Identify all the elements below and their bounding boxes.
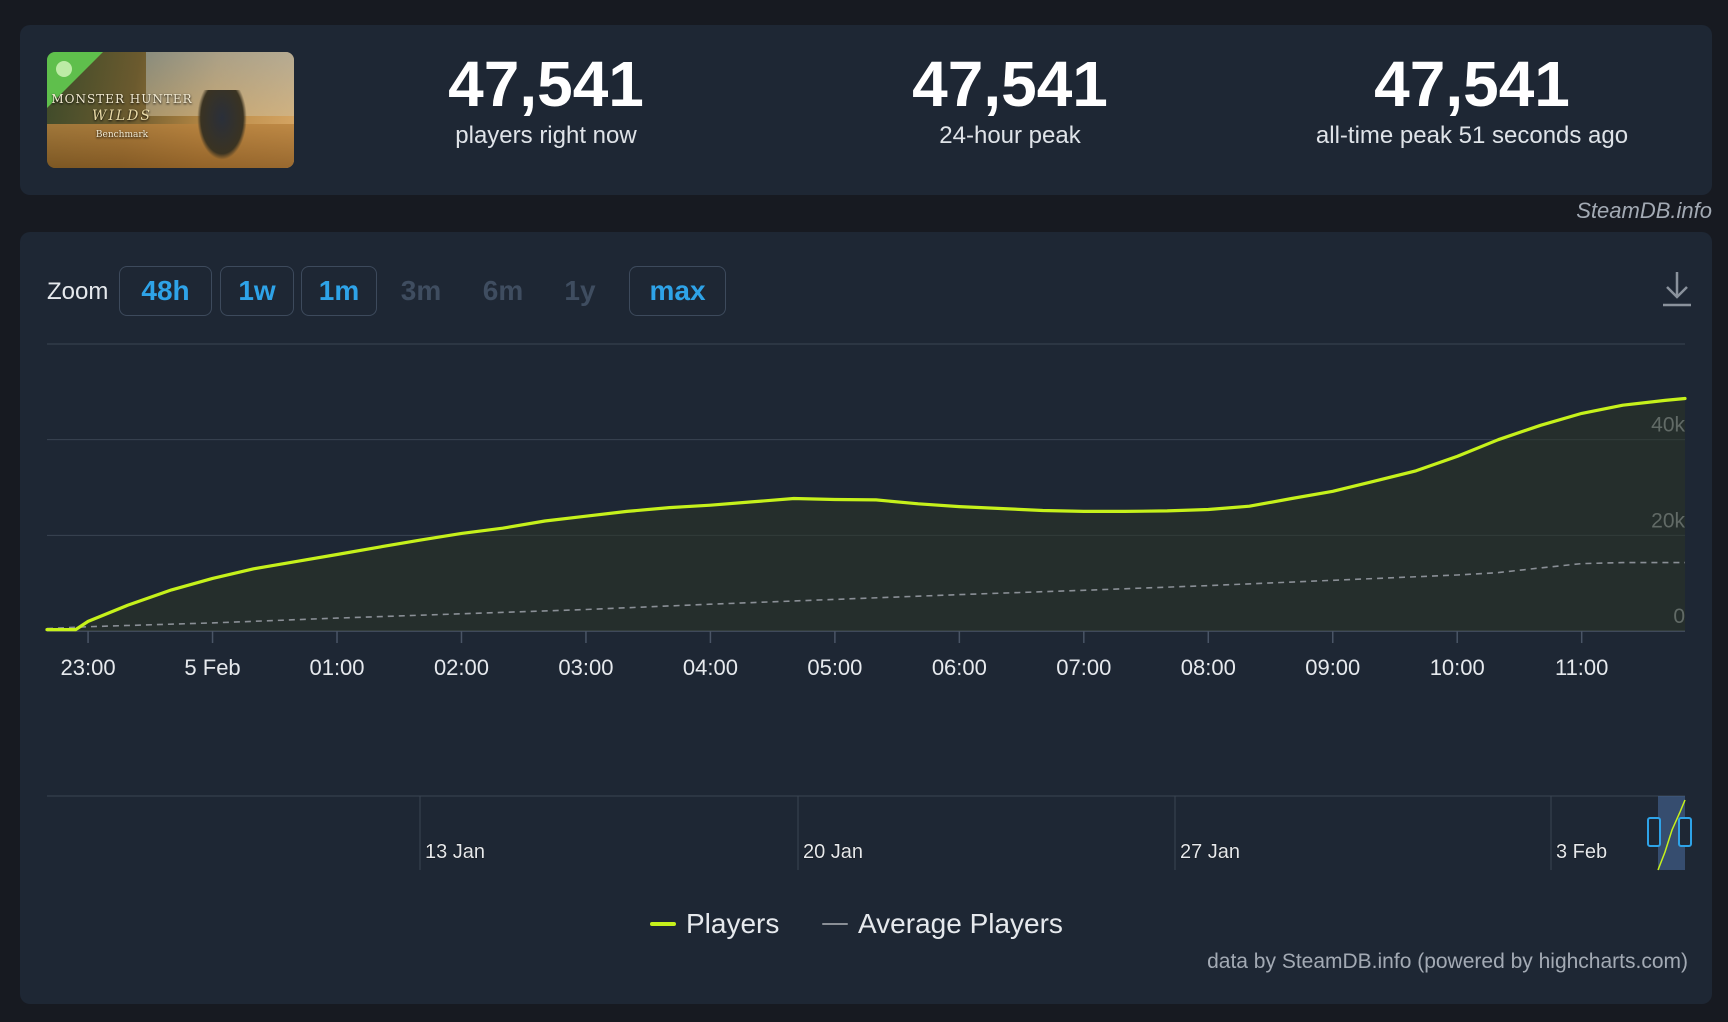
steam-deck-icon xyxy=(56,61,72,77)
x-tick-label: 02:00 xyxy=(434,655,489,680)
series-line-average-players xyxy=(46,561,1685,630)
game-thumbnail[interactable]: MONSTER HUNTER WILDS Benchmark xyxy=(47,52,294,168)
legend-item-average-players[interactable]: Average Players xyxy=(822,904,1063,944)
x-tick-label: 5 Feb xyxy=(184,655,240,680)
zoom-max-button[interactable]: max xyxy=(629,266,726,316)
zoom-6m-button: 6m xyxy=(468,266,538,316)
navigator-tick-label: 20 Jan xyxy=(803,841,863,863)
x-tick-label: 08:00 xyxy=(1181,655,1236,680)
stat-label: 24-hour peak xyxy=(939,122,1081,149)
zoom-label: Zoom xyxy=(47,278,109,305)
zoom-1m-button[interactable]: 1m xyxy=(301,266,377,316)
x-tick-label: 04:00 xyxy=(683,655,738,680)
zoom-48h-button[interactable]: 48h xyxy=(119,266,212,316)
stat-value: 47,541 xyxy=(448,48,644,120)
legend-swatch-players xyxy=(650,922,676,926)
legend-label-players: Players xyxy=(686,908,780,939)
series-line-players xyxy=(45,396,1687,632)
x-tick-label: 11:00 xyxy=(1555,655,1608,680)
navigator-tick-label: 3 Feb xyxy=(1556,841,1607,863)
navigator-right-handle[interactable] xyxy=(1678,817,1692,847)
stat-players-now: 47,541 players right now xyxy=(356,52,736,150)
stat-value: 47,541 xyxy=(1374,48,1570,120)
thumbnail-subtitle: WILDS xyxy=(91,108,153,124)
x-tick-label: 01:00 xyxy=(309,655,364,680)
stat-label: all-time peak 51 seconds ago xyxy=(1315,122,1629,149)
thumbnail-tag: Benchmark xyxy=(95,130,149,140)
player-count-chart[interactable]: 020k40k23:005 Feb01:0002:0003:0004:0005:… xyxy=(20,232,1712,904)
x-tick-label: 03:00 xyxy=(558,655,613,680)
download-icon[interactable] xyxy=(1660,268,1694,308)
navigator-tick-label: 13 Jan xyxy=(425,841,485,863)
thumbnail-corner-ribbon xyxy=(47,52,103,108)
x-tick-label: 09:00 xyxy=(1305,655,1360,680)
zoom-1y-button: 1y xyxy=(550,266,610,316)
navigator-tick-label: 27 Jan xyxy=(1180,841,1240,863)
x-tick-label: 10:00 xyxy=(1430,655,1485,680)
thumbnail-hunter-figure xyxy=(197,90,247,160)
zoom-1w-button[interactable]: 1w xyxy=(220,266,294,316)
stat-all-time-peak: 47,541 all-time peak 51 seconds ago xyxy=(1282,52,1662,150)
stat-label: players right now xyxy=(455,122,637,149)
x-tick-label: 23:00 xyxy=(61,655,116,680)
stats-panel: MONSTER HUNTER WILDS Benchmark 47,541 pl… xyxy=(20,25,1712,195)
chart-legend: Players Average Players xyxy=(20,904,1712,944)
stat-24h-peak: 47,541 24-hour peak xyxy=(820,52,1200,150)
chart-panel: Zoom 48h 1w 1m 3m 6m 1y max 020k40k23:00… xyxy=(20,232,1712,1004)
navigator-left-handle[interactable] xyxy=(1647,817,1661,847)
players-area xyxy=(47,398,1685,631)
chart-credits[interactable]: data by SteamDB.info (powered by highcha… xyxy=(1207,950,1688,973)
legend-item-players[interactable]: Players xyxy=(650,904,779,944)
thumbnail-title: MONSTER HUNTER xyxy=(51,92,193,106)
legend-swatch-average xyxy=(822,923,848,925)
x-tick-label: 05:00 xyxy=(807,655,862,680)
legend-label-average-players: Average Players xyxy=(858,908,1063,939)
source-credit[interactable]: SteamDB.info xyxy=(1576,198,1712,223)
thumbnail-ground xyxy=(47,123,294,168)
x-tick-label: 06:00 xyxy=(932,655,987,680)
zoom-3m-button: 3m xyxy=(386,266,456,316)
stat-value: 47,541 xyxy=(912,48,1108,120)
x-tick-label: 07:00 xyxy=(1056,655,1111,680)
navigator-series xyxy=(1657,799,1686,871)
